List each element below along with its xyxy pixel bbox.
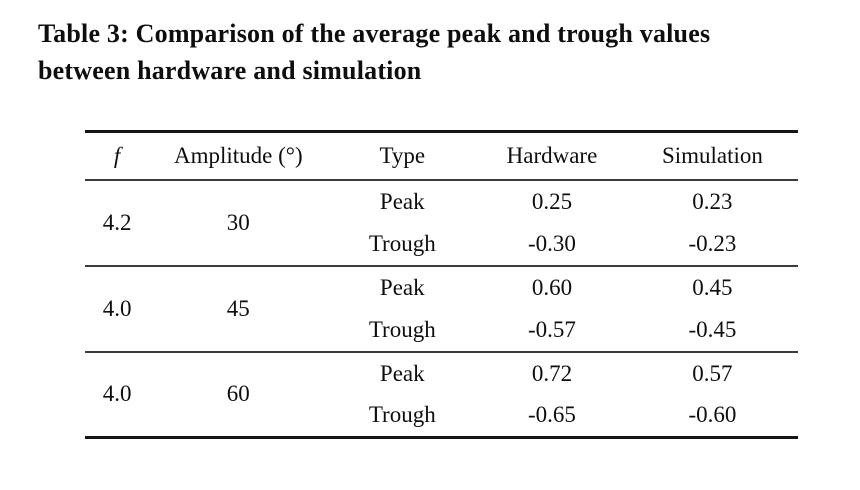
cell-simulation: 0.57 (692, 360, 733, 386)
caption-line-2: between hardware and simulation (38, 56, 422, 85)
comparison-table: f Amplitude (°) Type Hardware Simulation… (85, 130, 798, 439)
cell-hardware: 0.60 (531, 274, 573, 300)
col-header-simulation: Simulation (661, 142, 763, 168)
cell-f: 4.2 (102, 209, 132, 235)
cell-type: Peak (379, 360, 425, 386)
col-header-amplitude: Amplitude (°) (173, 142, 303, 168)
cell-simulation: -0.23 (688, 230, 737, 256)
table-row-trough: Trough -0.65 -0.60 (85, 395, 798, 438)
cell-type: Peak (379, 188, 425, 214)
cell-hardware: -0.57 (528, 316, 576, 342)
group-f4.0-amp60: 4.0 60 Peak 0.72 0.57 Trough -0.65 -0.60 (85, 351, 798, 438)
col-header-hardware: Hardware (506, 142, 598, 168)
cell-simulation: -0.45 (688, 316, 737, 342)
table-row-peak: 4.2 30 Peak 0.25 0.23 (85, 180, 798, 235)
cell-simulation: -0.60 (688, 402, 737, 428)
cell-type: Peak (379, 274, 425, 300)
cell-f: 4.0 (102, 295, 132, 321)
cell-simulation: 0.23 (692, 188, 733, 214)
table-caption: Table 3: Comparison of the average peak … (38, 15, 848, 89)
cell-amplitude: 45 (226, 295, 250, 321)
col-header-type: Type (379, 142, 426, 168)
cell-amplitude: 30 (226, 209, 250, 235)
cell-hardware: 0.72 (531, 360, 573, 386)
cell-hardware: -0.65 (528, 402, 576, 428)
table-row-trough: Trough -0.57 -0.45 (85, 309, 798, 352)
cell-hardware: 0.25 (531, 188, 573, 214)
cell-amplitude: 60 (226, 381, 250, 407)
group-f4.0-amp45: 4.0 45 Peak 0.60 0.45 Trough -0.57 -0.45 (85, 265, 798, 352)
group-f4.2-amp30: 4.2 30 Peak 0.25 0.23 Trough -0.30 -0.23 (85, 180, 798, 266)
cell-type: Trough (368, 402, 436, 428)
col-header-f: f (113, 142, 121, 168)
cell-simulation: 0.45 (692, 274, 733, 300)
cell-type: Trough (368, 316, 436, 342)
cell-type: Trough (368, 230, 436, 256)
cell-hardware: -0.30 (528, 230, 576, 256)
caption-line-1: Table 3: Comparison of the average peak … (38, 19, 711, 48)
table-row-peak: 4.0 60 Peak 0.72 0.57 (85, 352, 798, 407)
table-row-peak: 4.0 45 Peak 0.60 0.45 (85, 266, 798, 321)
header-row: f Amplitude (°) Type Hardware Simulation (85, 132, 798, 180)
cell-f: 4.0 (102, 381, 132, 407)
table-row-trough: Trough -0.30 -0.23 (85, 223, 798, 266)
